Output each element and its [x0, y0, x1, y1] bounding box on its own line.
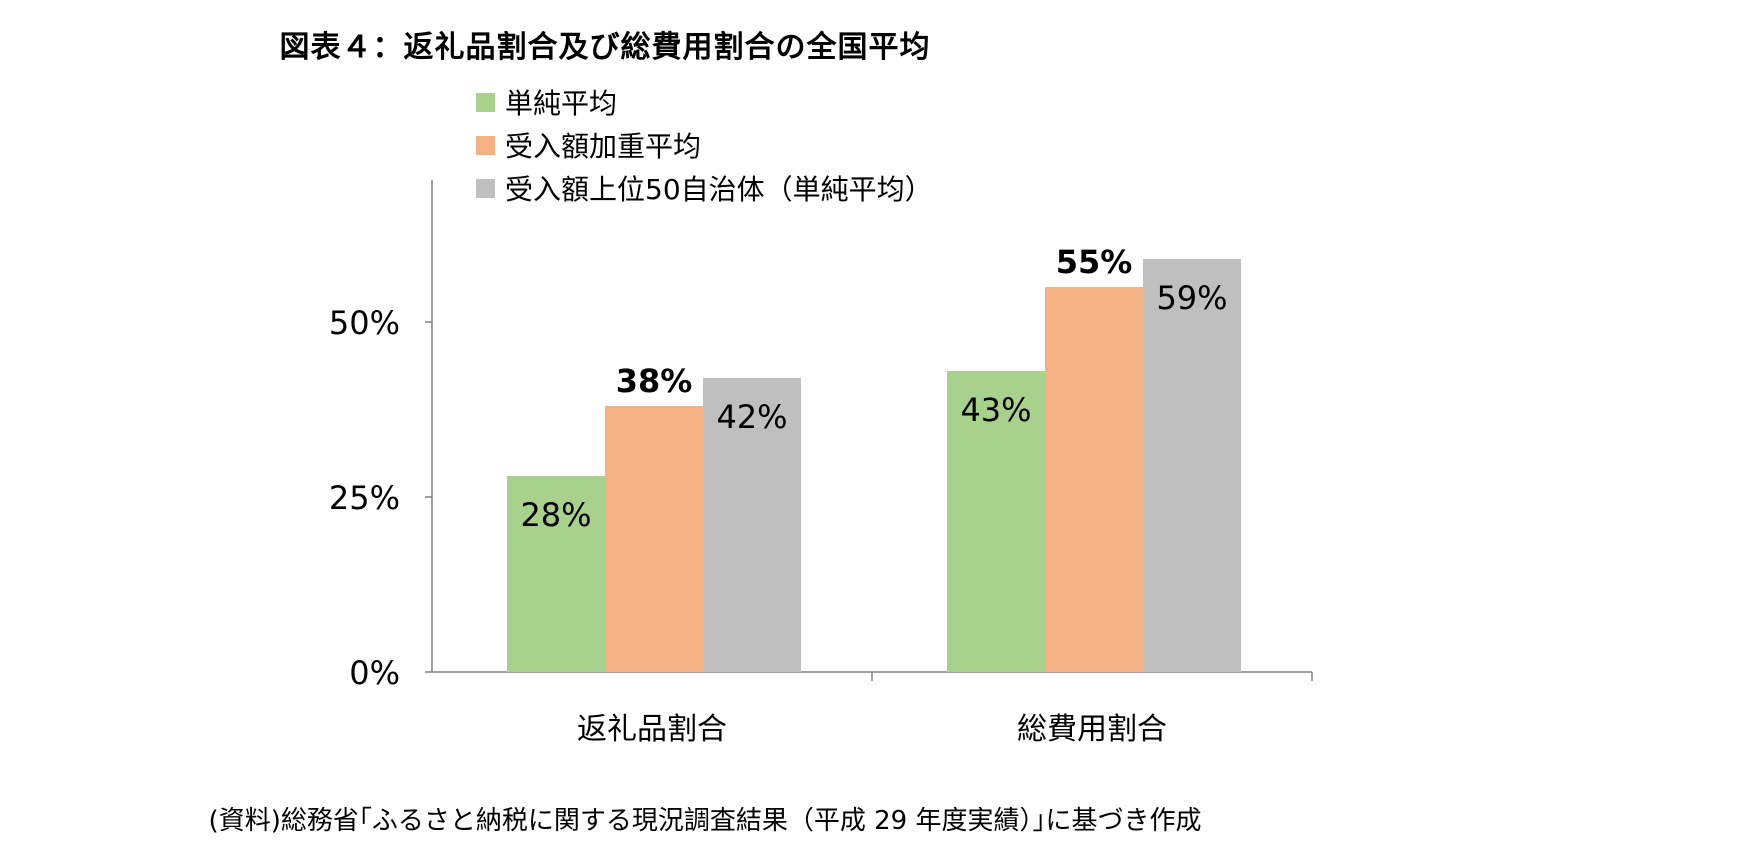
bar: [605, 406, 703, 672]
data-label: 42%: [716, 398, 787, 436]
bar: [703, 378, 801, 672]
legend-label: 受入額加重平均: [505, 130, 701, 163]
data-label: 43%: [960, 391, 1031, 429]
y-tick-label: 25%: [329, 479, 400, 517]
legend-swatch: [476, 179, 495, 198]
bar: [1143, 259, 1241, 672]
data-label: 38%: [616, 362, 693, 400]
bar: [507, 476, 605, 672]
legend-label: 受入額上位50自治体（単純平均）: [505, 173, 933, 206]
data-label: 55%: [1056, 243, 1133, 281]
bar: [1045, 287, 1143, 672]
data-label: 28%: [520, 496, 591, 534]
legend-label: 単純平均: [505, 87, 617, 120]
data-label: 59%: [1156, 279, 1227, 317]
y-tick-label: 50%: [329, 304, 400, 342]
x-tick-label: 総費用割合: [1017, 712, 1167, 747]
bar: [947, 371, 1045, 672]
data-labels: 28% 38% 42% 43% 55% 59%: [520, 243, 1227, 534]
y-tick-label: 0%: [349, 654, 400, 692]
y-axis: 0% 25% 50%: [329, 180, 433, 692]
source-note: (資料)総務省｢ふるさと納税に関する現況調査結果（平成 29 年度実績）｣に基づ…: [208, 806, 1202, 836]
x-tick-label: 返礼品割合: [577, 712, 727, 747]
x-axis: 返礼品割合 総費用割合: [432, 671, 1313, 747]
chart-title: 図表４：返礼品割合及び総費用割合の全国平均: [279, 30, 931, 65]
bars: [507, 259, 1241, 672]
legend-swatch: [476, 93, 495, 112]
legend-swatch: [476, 136, 495, 155]
